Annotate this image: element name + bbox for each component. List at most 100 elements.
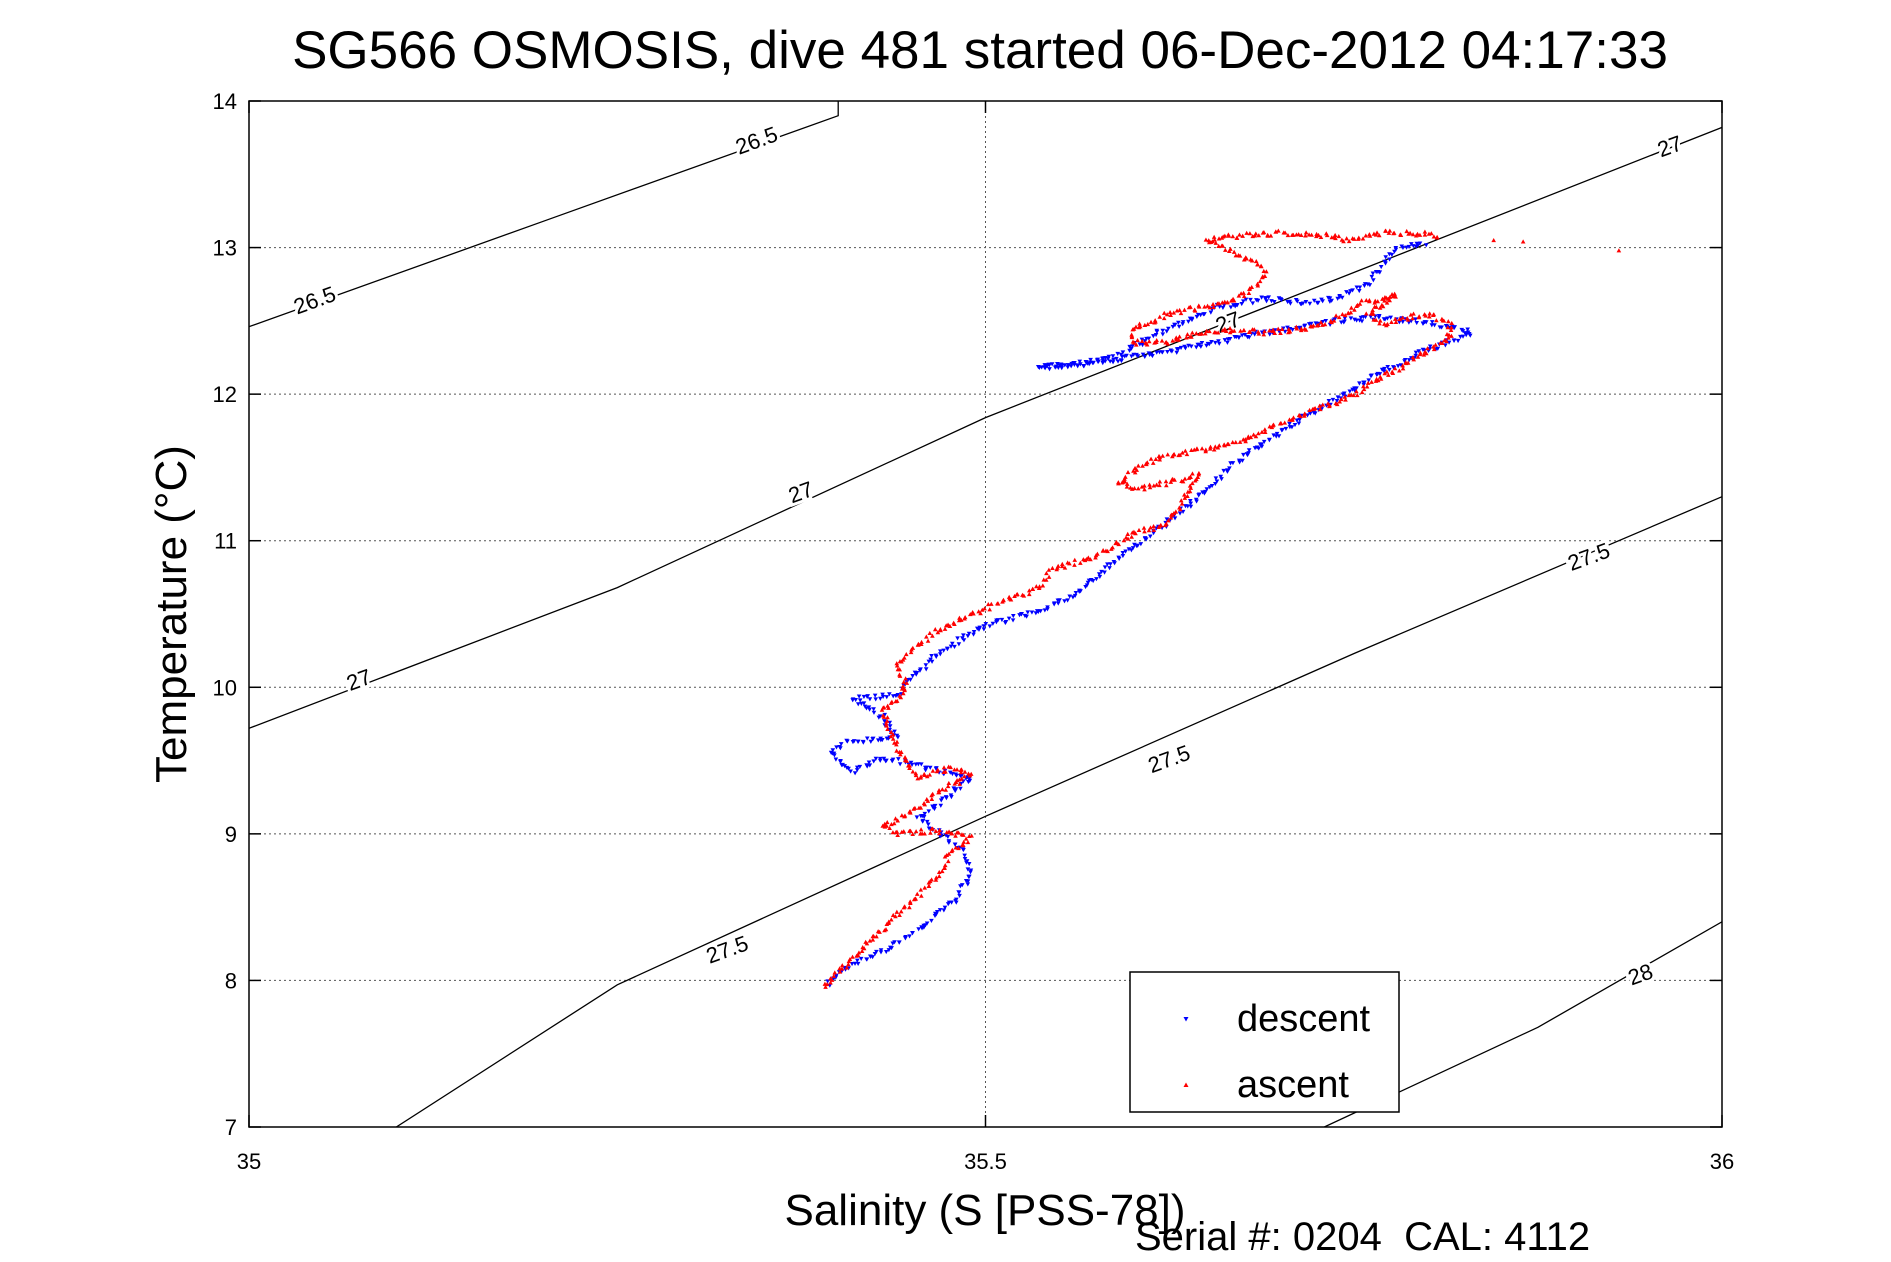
descent-point <box>892 729 897 734</box>
descent-point <box>1222 338 1228 343</box>
descent-point <box>1186 319 1191 324</box>
descent-point <box>1389 252 1395 258</box>
descent-point <box>1142 354 1148 359</box>
ascent-point <box>1386 230 1392 235</box>
ascent-point <box>1044 570 1049 576</box>
ascent-point <box>874 934 879 939</box>
y-tick-label: 14 <box>213 89 237 114</box>
descent-point <box>926 809 932 814</box>
descent-point <box>1129 354 1134 359</box>
descent-point <box>1003 619 1009 625</box>
descent-point <box>1218 474 1224 479</box>
descent-point <box>1224 468 1230 473</box>
descent-point <box>1164 329 1170 334</box>
ascent-point <box>1392 316 1398 321</box>
ascent-point <box>1207 305 1212 310</box>
descent-point <box>1297 417 1302 422</box>
ascent-point <box>1234 235 1240 240</box>
ascent-point <box>890 912 896 918</box>
ascent-point <box>1344 236 1349 241</box>
ascent-point <box>1303 327 1309 332</box>
descent-point <box>871 710 877 715</box>
descent-point <box>1198 344 1204 349</box>
ascent-point <box>1298 232 1304 238</box>
ascent-point <box>1349 305 1354 310</box>
descent-point <box>1256 446 1262 451</box>
descent-point <box>1415 243 1421 248</box>
descent-point <box>1180 320 1186 325</box>
ascent-point <box>1339 397 1344 402</box>
ascent-point <box>1136 527 1142 533</box>
ascent-point <box>962 769 968 774</box>
descent-point <box>1357 318 1362 323</box>
descent-point <box>1375 371 1381 377</box>
ascent-point <box>1188 304 1193 309</box>
ascent-point <box>1196 304 1202 309</box>
ascent-point <box>887 825 892 830</box>
x-axis-label: Salinity (S [PSS-78]) <box>784 1186 1185 1235</box>
ascent-point <box>1164 483 1169 488</box>
ascent-point <box>837 969 843 974</box>
ascent-point <box>1230 440 1235 445</box>
descent-point <box>1180 322 1185 327</box>
descent-point <box>1371 278 1376 283</box>
descent-point <box>956 890 962 895</box>
ascent-point <box>1182 492 1187 497</box>
ascent-point <box>1142 483 1147 488</box>
descent-point <box>1248 297 1253 302</box>
descent-point <box>1334 398 1340 404</box>
descent-point <box>1443 324 1449 329</box>
ascent-point <box>910 645 916 650</box>
ascent-point <box>914 891 920 896</box>
ascent-point <box>1140 463 1145 468</box>
ascent-point <box>1411 311 1416 316</box>
descent-point <box>958 786 963 791</box>
ascent-point <box>1243 437 1248 442</box>
ascent-point <box>1376 233 1382 238</box>
descent-point <box>1123 549 1128 554</box>
ascent-point <box>898 909 904 914</box>
ascent-point <box>1135 337 1140 343</box>
ascent-point <box>1193 331 1199 336</box>
ascent-point <box>946 851 952 856</box>
ascent-point <box>1148 456 1154 461</box>
legend-markers <box>1183 1017 1189 1087</box>
ascent-point <box>1026 588 1032 593</box>
ascent-point <box>1317 403 1322 408</box>
ascent-point <box>837 966 842 971</box>
ascent-point <box>1171 310 1177 315</box>
ascent-point <box>1253 258 1259 264</box>
descent-point <box>864 957 870 962</box>
ascent-point <box>1384 300 1390 305</box>
ascent-point <box>1277 421 1283 426</box>
descent-point <box>941 908 947 913</box>
ascent-point <box>1262 427 1268 432</box>
ascent-point <box>1386 372 1391 377</box>
ascent-point <box>930 768 936 773</box>
ascent-point <box>1247 286 1252 291</box>
descent-point <box>1397 320 1402 325</box>
descent-point <box>1216 341 1222 346</box>
density-contour-label: 27.5 <box>1564 538 1613 576</box>
ascent-point <box>1179 478 1184 483</box>
ascent-point <box>1367 299 1372 304</box>
descent-point <box>1090 578 1096 584</box>
ascent-point <box>888 729 894 734</box>
descent-point <box>1135 543 1141 548</box>
descent-point <box>1338 320 1344 325</box>
descent-point <box>987 624 993 629</box>
descent-point <box>1078 362 1083 367</box>
ascent-point <box>1359 390 1365 395</box>
ascent-point <box>1213 240 1219 245</box>
ascent-point <box>856 950 862 955</box>
ascent-point <box>1129 334 1135 340</box>
descent-point <box>1213 340 1218 345</box>
ascent-point <box>924 634 929 639</box>
ascent-point <box>918 805 924 810</box>
descent-point <box>1414 320 1420 326</box>
ascent-point <box>1008 597 1014 602</box>
ascent-point <box>1129 486 1135 491</box>
ascent-point <box>861 946 867 951</box>
ascent-point <box>936 869 942 874</box>
